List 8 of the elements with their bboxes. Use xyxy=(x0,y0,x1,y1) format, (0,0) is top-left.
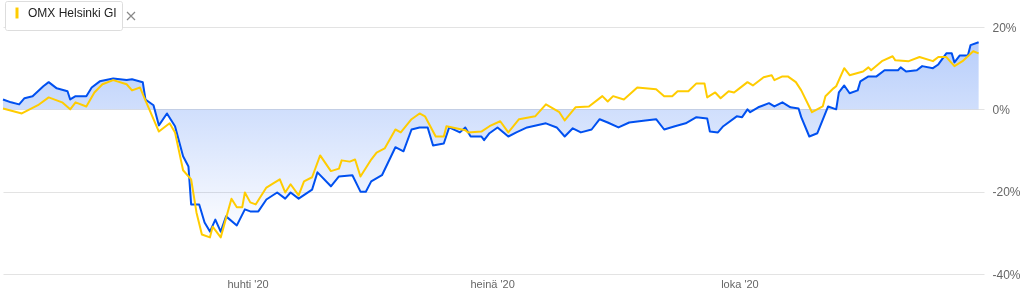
y-tick-label: -40% xyxy=(992,267,1021,282)
y-tick-label: -20% xyxy=(992,185,1021,200)
y-tick-label: 20% xyxy=(992,20,1017,35)
y-tick-label: 0% xyxy=(992,102,1011,117)
x-tick-label: loka '20 xyxy=(721,277,759,290)
legend-label: OMX Helsinki GI xyxy=(28,6,117,20)
x-tick-label: huhti '20 xyxy=(227,277,269,290)
x-tick-label: heinä '20 xyxy=(470,277,515,290)
